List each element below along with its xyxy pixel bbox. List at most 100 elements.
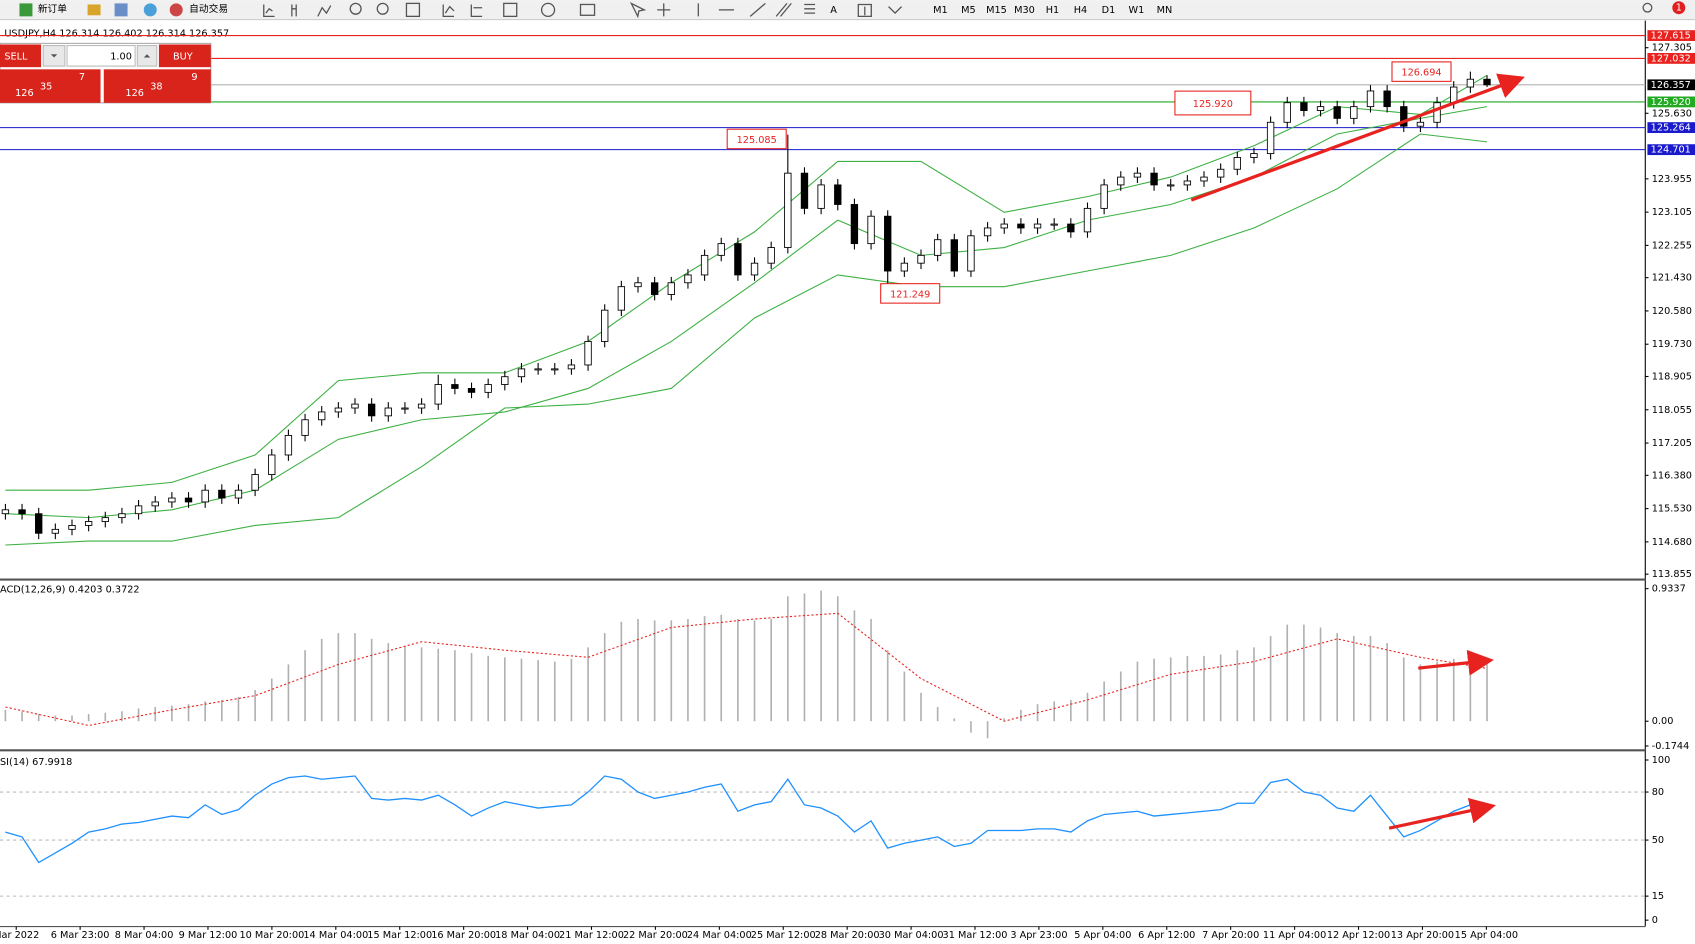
sell-price-pips[interactable]: 35 xyxy=(40,82,52,93)
buy-price-pips[interactable]: 38 xyxy=(150,82,162,93)
text-tool[interactable]: A xyxy=(830,5,837,16)
timeframe-button[interactable]: MN xyxy=(1157,5,1173,16)
trend-arrow[interactable] xyxy=(1190,73,1525,202)
candle-body xyxy=(1400,106,1408,127)
sell-button[interactable] xyxy=(0,44,42,68)
sell-price-big[interactable]: 126 xyxy=(15,88,34,99)
buy-button[interactable] xyxy=(158,44,211,68)
candle-body xyxy=(118,513,126,519)
icon-button[interactable] xyxy=(442,4,455,18)
sell-label[interactable]: SELL xyxy=(4,51,28,62)
candle-body xyxy=(800,172,809,209)
icon-button[interactable] xyxy=(291,4,297,17)
candle-body xyxy=(184,497,193,503)
candle-body xyxy=(1200,176,1208,182)
shapes-tool[interactable] xyxy=(888,6,903,15)
timeframe-button[interactable]: M5 xyxy=(961,5,976,16)
fibo-tool[interactable] xyxy=(804,3,816,14)
candle-body xyxy=(68,525,76,530)
candle-body xyxy=(1033,223,1042,229)
icon-button[interactable] xyxy=(503,2,518,18)
candle-body xyxy=(168,497,176,503)
timeframe-button[interactable]: H4 xyxy=(1074,5,1088,16)
alert-count[interactable]: 1 xyxy=(1676,3,1682,14)
buy-price-point[interactable]: 9 xyxy=(191,72,197,83)
y-tick-label: 123.955 xyxy=(1652,174,1692,185)
timeframe-button[interactable]: H1 xyxy=(1046,5,1060,16)
y-tick-label: 120.580 xyxy=(1652,306,1692,317)
x-tick-label: 18 Mar 04:00 xyxy=(495,930,560,941)
icon-button[interactable] xyxy=(263,4,275,18)
y-tick-label: 118.055 xyxy=(1652,405,1692,416)
icon-button[interactable] xyxy=(317,5,332,17)
new-order-label[interactable]: 新订单 xyxy=(38,2,67,15)
zoom-out[interactable] xyxy=(376,2,389,15)
icon-button[interactable] xyxy=(540,2,556,18)
icon-button[interactable] xyxy=(470,4,483,18)
buy-label[interactable]: BUY xyxy=(173,51,193,62)
x-tick-label: 30 Mar 04:00 xyxy=(879,930,944,941)
timeframe-button[interactable]: M1 xyxy=(933,5,948,16)
lot-input[interactable] xyxy=(66,45,136,67)
timeframe-button[interactable]: M30 xyxy=(1014,5,1035,16)
search[interactable] xyxy=(1642,2,1653,13)
icon-button[interactable] xyxy=(114,3,128,17)
icon-button[interactable] xyxy=(579,3,596,16)
lot-value[interactable]: 1.00 xyxy=(110,51,132,62)
y-tick-label: 125.630 xyxy=(1652,108,1692,119)
trendline-tool[interactable] xyxy=(749,2,766,17)
zoom-in[interactable] xyxy=(349,2,362,15)
candle-body xyxy=(318,411,326,421)
annotation-label: 126.694 xyxy=(1401,68,1441,79)
x-tick-label: 31 Mar 12:00 xyxy=(943,930,1008,941)
timeframe-button[interactable]: W1 xyxy=(1129,5,1145,16)
candle-body xyxy=(1150,172,1158,186)
x-tick-label: 15 Apr 04:00 xyxy=(1455,930,1518,941)
price-level-label: 127.032 xyxy=(1651,53,1691,64)
cursor-tool[interactable] xyxy=(629,1,647,19)
candle-body xyxy=(484,384,492,393)
candle-body xyxy=(101,517,109,522)
candle-body xyxy=(933,239,942,256)
price-level-label: 125.920 xyxy=(1651,97,1691,108)
candle-body xyxy=(334,407,343,413)
icon-button[interactable] xyxy=(143,3,157,17)
candle-body xyxy=(51,528,60,534)
buy-price-box[interactable] xyxy=(103,69,211,103)
trend-arrow[interactable] xyxy=(1418,649,1494,676)
timeframe-button[interactable]: M15 xyxy=(986,5,1007,16)
y-tick-label: 115.530 xyxy=(1652,504,1692,515)
timeframe-button[interactable]: D1 xyxy=(1102,5,1116,16)
candle-body xyxy=(1133,172,1142,178)
candle-body xyxy=(1366,90,1375,108)
annotation-label: 125.085 xyxy=(737,135,777,146)
y-tick-label: 80 xyxy=(1652,787,1664,798)
x-tick-label: 6 Apr 12:00 xyxy=(1138,930,1195,941)
candle-body xyxy=(1283,102,1291,123)
auto-trading-icon[interactable] xyxy=(169,3,183,17)
alert-badge[interactable] xyxy=(1672,1,1686,15)
candle-body xyxy=(667,282,675,295)
textlabel-tool[interactable] xyxy=(857,3,872,18)
crosshair-tool[interactable] xyxy=(657,3,671,17)
auto-trading-label[interactable]: 自动交易 xyxy=(189,2,228,15)
trend-arrow[interactable] xyxy=(1388,797,1496,830)
arrow-up xyxy=(143,54,151,58)
candle-body xyxy=(1416,121,1425,127)
new-order-icon[interactable] xyxy=(19,3,33,17)
candle-body xyxy=(634,282,642,288)
x-tick-label: 13 Apr 20:00 xyxy=(1391,930,1454,941)
candle-body xyxy=(734,243,742,276)
sell-price-point[interactable]: 7 xyxy=(79,72,85,83)
icon-button[interactable] xyxy=(87,4,101,16)
channel-tool[interactable] xyxy=(775,2,792,17)
sell-price-box[interactable] xyxy=(0,69,101,103)
y-tick-label: 122.255 xyxy=(1652,240,1692,251)
bollinger-lower xyxy=(5,133,1488,546)
icon-button[interactable] xyxy=(405,2,421,18)
buy-price-big[interactable]: 126 xyxy=(125,88,144,99)
candle-body xyxy=(1,509,10,515)
x-tick-label: 10 Mar 20:00 xyxy=(239,930,304,941)
x-tick-label: 22 Mar 20:00 xyxy=(623,930,688,941)
